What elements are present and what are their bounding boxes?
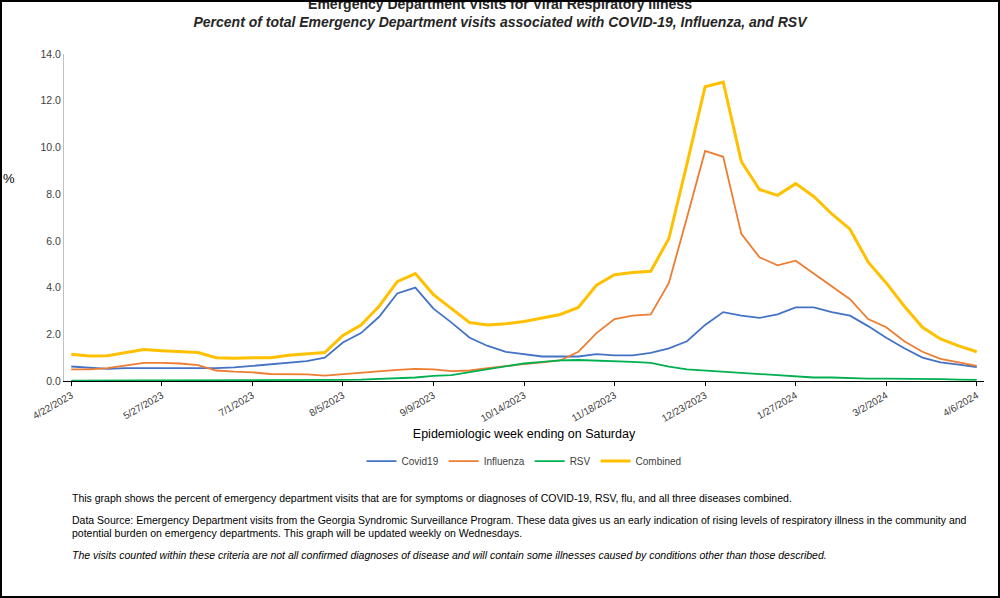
svg-text:Emergency Department Visits fo: Emergency Department Visits for Viral Re…: [193, 2, 808, 30]
svg-text:5/27/2023: 5/27/2023: [121, 389, 165, 421]
svg-text:2.0: 2.0: [46, 328, 61, 340]
svg-text:4.0: 4.0: [46, 281, 61, 293]
svg-text:4/22/2023: 4/22/2023: [31, 389, 75, 421]
svg-text:8.0: 8.0: [46, 188, 61, 200]
svg-text:%: %: [3, 171, 15, 186]
svg-text:11/18/2023: 11/18/2023: [570, 389, 619, 423]
html-text:This graph shows the percent o: This graph shows the percent of emergenc…: [72, 492, 792, 504]
svg-text:10/14/2023: 10/14/2023: [479, 389, 528, 424]
html-text:The visits counted within thes: The visits counted within these criteria…: [72, 548, 827, 561]
svg-text:10.0: 10.0: [40, 141, 61, 153]
svg-text:0.0: 0.0: [46, 375, 61, 387]
svg-text:Epidemiologic week ending on S: Epidemiologic week ending on Saturday: [413, 427, 636, 441]
svg-text:Influenza: Influenza: [484, 456, 525, 467]
svg-text:9/9/2023: 9/9/2023: [398, 389, 438, 418]
svg-text:12.0: 12.0: [40, 94, 61, 106]
svg-text:Combined: Combined: [636, 456, 682, 467]
svg-text:8/5/2023: 8/5/2023: [307, 389, 347, 418]
svg-text:Covid19: Covid19: [402, 456, 439, 467]
svg-text:1/27/2024: 1/27/2024: [755, 389, 799, 421]
svg-text:6.0: 6.0: [46, 235, 61, 247]
html-text:Data Source: Emergency Departm: Data Source: Emergency Department visits…: [72, 513, 967, 540]
svg-text:12/23/2023: 12/23/2023: [660, 389, 709, 424]
svg-text:7/1/2023: 7/1/2023: [217, 389, 257, 418]
svg-text:3/2/2024: 3/2/2024: [850, 389, 890, 418]
svg-text:4/6/2024: 4/6/2024: [941, 389, 981, 418]
svg-text:RSV: RSV: [570, 456, 591, 467]
svg-text:14.0: 14.0: [40, 48, 61, 60]
